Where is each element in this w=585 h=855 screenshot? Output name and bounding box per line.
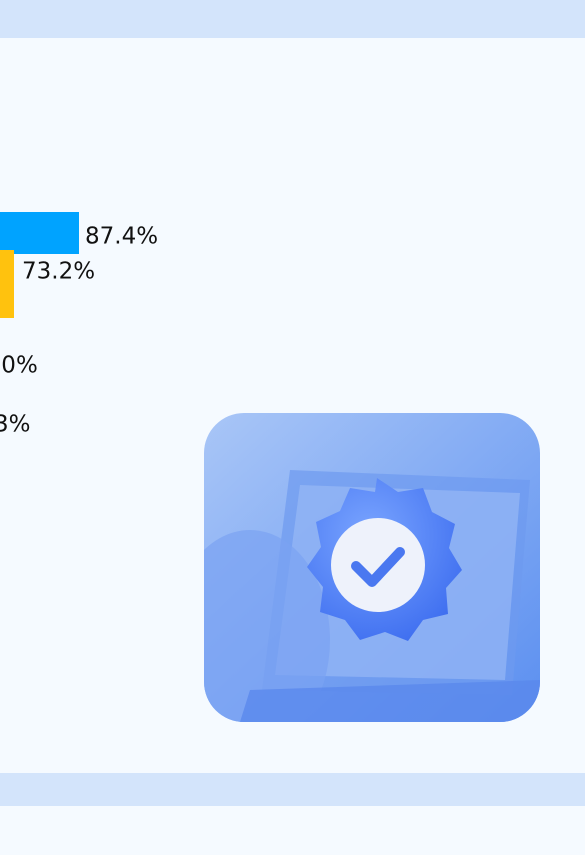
- bar-label: .0%: [0, 353, 38, 379]
- bar: [0, 212, 79, 254]
- top-band: [0, 0, 585, 38]
- bar-label: 3%: [0, 412, 31, 438]
- verified-badge: [307, 478, 462, 641]
- bar-label: 87.4%: [85, 224, 158, 250]
- bottom-band: [0, 773, 585, 806]
- bar-label: 73.2%: [22, 259, 95, 285]
- bar: [0, 250, 14, 318]
